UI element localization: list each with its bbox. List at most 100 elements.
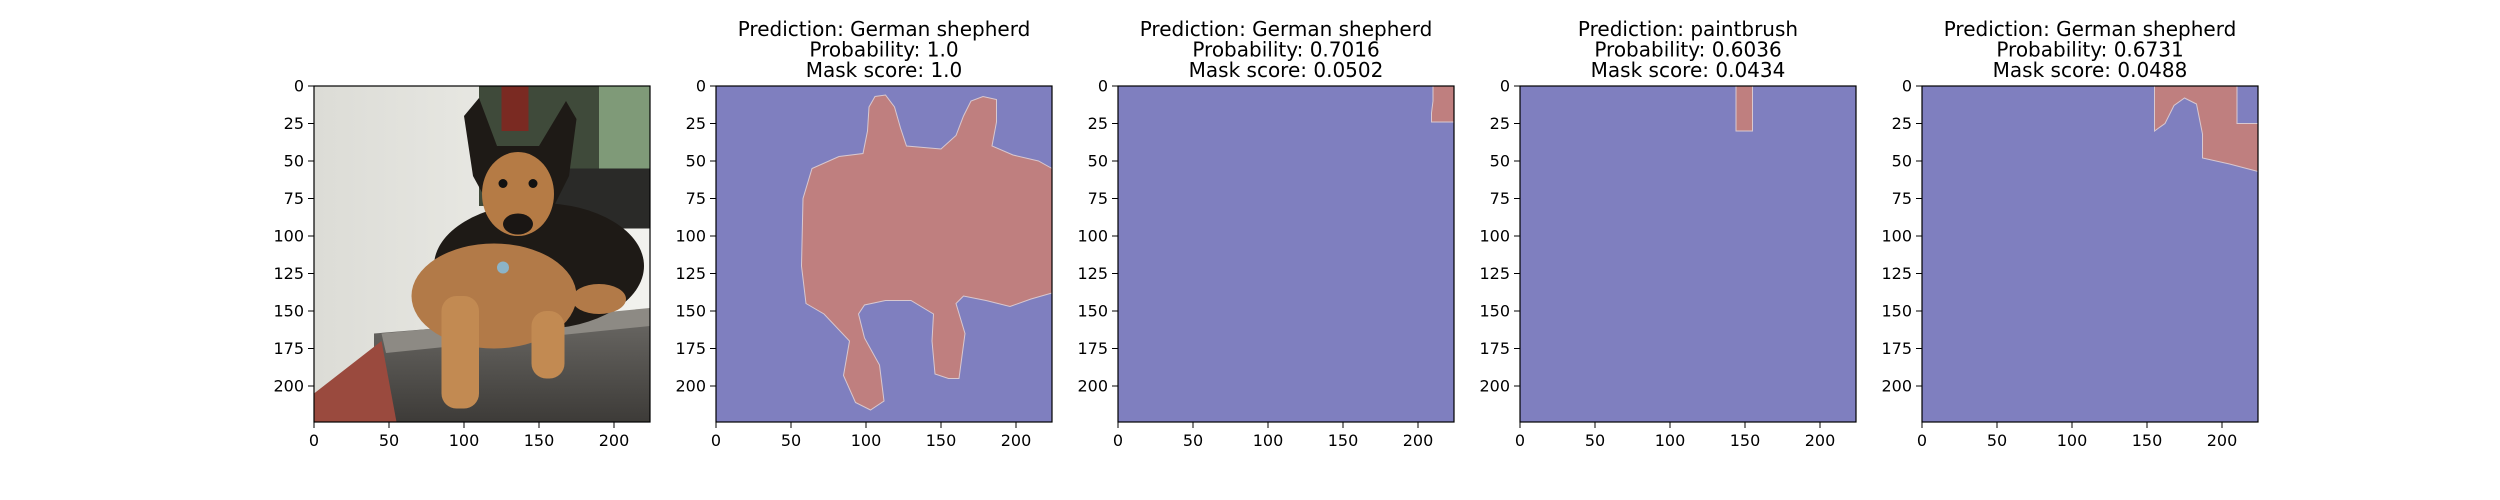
y-tick-label: 100 xyxy=(1077,227,1108,246)
x-tick-label: 50 xyxy=(1585,431,1605,450)
y-tick-label: 75 xyxy=(284,189,304,208)
mask-background xyxy=(1520,86,1856,422)
y-tick-label: 100 xyxy=(273,227,304,246)
y-tick-label: 150 xyxy=(273,302,304,321)
x-tick-label: 150 xyxy=(524,431,555,450)
x-tick-label: 100 xyxy=(449,431,480,450)
y-tick-label: 50 xyxy=(284,152,304,171)
photo-panel: 0 50 100 150 200 0 25 50 75 100 125 150 175 200 xyxy=(273,77,651,450)
x-tick-label: 50 xyxy=(781,431,801,450)
y-tick-label: 50 xyxy=(686,152,706,171)
y-tick-label: 200 xyxy=(675,377,706,396)
x-tick-label: 0 xyxy=(1515,431,1525,450)
title-line: Prediction: German shepherd xyxy=(738,17,1031,41)
mask-region xyxy=(1431,85,1455,123)
y-tick-label: 125 xyxy=(675,264,706,283)
mask-background xyxy=(1118,86,1454,422)
title-line: Probability: 1.0 xyxy=(809,38,958,62)
y-axis: 0 25 50 75 100 125 150 175 200 xyxy=(1077,77,1118,396)
x-tick-label: 150 xyxy=(2132,431,2163,450)
x-tick-label: 150 xyxy=(1730,431,1761,450)
y-tick-label: 0 xyxy=(294,77,304,96)
y-axis: 0 25 50 75 100 125 150 175 200 xyxy=(675,77,716,396)
y-tick-label: 75 xyxy=(1088,189,1108,208)
x-tick-label: 0 xyxy=(1917,431,1927,450)
y-tick-label: 150 xyxy=(1881,302,1912,321)
y-tick-label: 100 xyxy=(1479,227,1510,246)
title-line: Probability: 0.6036 xyxy=(1594,38,1781,62)
panel-title: Prediction: German shepherd Probability: … xyxy=(738,17,1031,82)
mask-panel: Prediction: German shepherd Probability: … xyxy=(675,17,1053,450)
x-axis: 0 50 100 150 200 xyxy=(1113,422,1433,450)
x-tick-label: 150 xyxy=(1328,431,1359,450)
x-tick-label: 200 xyxy=(599,431,630,450)
y-tick-label: 125 xyxy=(1881,264,1912,283)
title-line: Prediction: paintbrush xyxy=(1578,17,1798,41)
y-tick-label: 25 xyxy=(1490,114,1510,133)
x-tick-label: 200 xyxy=(1403,431,1434,450)
y-tick-label: 0 xyxy=(1500,77,1510,96)
x-tick-label: 50 xyxy=(1183,431,1203,450)
y-axis: 0 25 50 75 100 125 150 175 200 xyxy=(1479,77,1520,396)
y-tick-label: 175 xyxy=(1479,339,1510,358)
x-tick-label: 50 xyxy=(1987,431,2007,450)
title-line: Prediction: German shepherd xyxy=(1140,17,1433,41)
title-line: Probability: 0.6731 xyxy=(1996,38,2183,62)
mask-region xyxy=(800,94,1053,411)
photo-german-shepherd xyxy=(314,86,650,422)
mask-plot xyxy=(1118,85,1455,422)
x-tick-label: 100 xyxy=(1655,431,1686,450)
x-tick-label: 0 xyxy=(711,431,721,450)
x-axis: 0 50 100 150 200 xyxy=(309,422,629,450)
x-tick-label: 200 xyxy=(1001,431,1032,450)
y-tick-label: 125 xyxy=(1479,264,1510,283)
y-tick-label: 125 xyxy=(1077,264,1108,283)
title-line: Prediction: German shepherd xyxy=(1944,17,2237,41)
mask-region xyxy=(1735,85,1753,132)
x-tick-label: 0 xyxy=(309,431,319,450)
y-tick-label: 175 xyxy=(273,339,304,358)
mask-panel: Prediction: paintbrush Probability: 0.603… xyxy=(1479,17,1857,450)
axes-frame xyxy=(1117,85,1455,423)
mask-plot xyxy=(1922,85,2259,422)
title-line: Mask score: 0.0502 xyxy=(1189,58,1384,82)
y-tick-label: 25 xyxy=(686,114,706,133)
y-tick-label: 150 xyxy=(1479,302,1510,321)
y-axis: 0 25 50 75 100 125 150 175 200 xyxy=(273,77,314,396)
y-axis: 0 25 50 75 100 125 150 175 200 xyxy=(1881,77,1922,396)
x-tick-label: 200 xyxy=(1805,431,1836,450)
x-tick-label: 200 xyxy=(2207,431,2238,450)
title-line: Mask score: 0.0434 xyxy=(1591,58,1786,82)
axes-frame xyxy=(1519,85,1857,423)
y-tick-label: 50 xyxy=(1892,152,1912,171)
mask-region xyxy=(2154,85,2259,173)
x-tick-label: 100 xyxy=(851,431,882,450)
panel-title: Prediction: German shepherd Probability: … xyxy=(1140,17,1433,82)
y-tick-label: 0 xyxy=(1902,77,1912,96)
axes-frame xyxy=(1921,85,2259,423)
title-line: Mask score: 1.0 xyxy=(806,58,963,82)
y-tick-label: 125 xyxy=(273,264,304,283)
axes-frame xyxy=(313,85,651,423)
y-tick-label: 200 xyxy=(1881,377,1912,396)
title-line: Mask score: 0.0488 xyxy=(1993,58,2188,82)
y-tick-label: 75 xyxy=(1892,189,1912,208)
mask-panel: Prediction: German shepherd Probability: … xyxy=(1077,17,1455,450)
y-tick-label: 0 xyxy=(696,77,706,96)
x-tick-label: 0 xyxy=(1113,431,1123,450)
x-axis: 0 50 100 150 200 xyxy=(711,422,1031,450)
x-tick-label: 100 xyxy=(2057,431,2088,450)
y-tick-label: 200 xyxy=(273,377,304,396)
x-axis: 0 50 100 150 200 xyxy=(1917,422,2237,450)
y-tick-label: 25 xyxy=(1892,114,1912,133)
axes-frame xyxy=(715,85,1053,423)
y-tick-label: 200 xyxy=(1479,377,1510,396)
y-tick-label: 50 xyxy=(1088,152,1108,171)
y-tick-label: 0 xyxy=(1098,77,1108,96)
mask-plot xyxy=(1520,85,1856,422)
x-tick-label: 50 xyxy=(379,431,399,450)
y-tick-label: 75 xyxy=(1490,189,1510,208)
x-tick-label: 150 xyxy=(926,431,957,450)
mask-plot xyxy=(716,86,1053,422)
